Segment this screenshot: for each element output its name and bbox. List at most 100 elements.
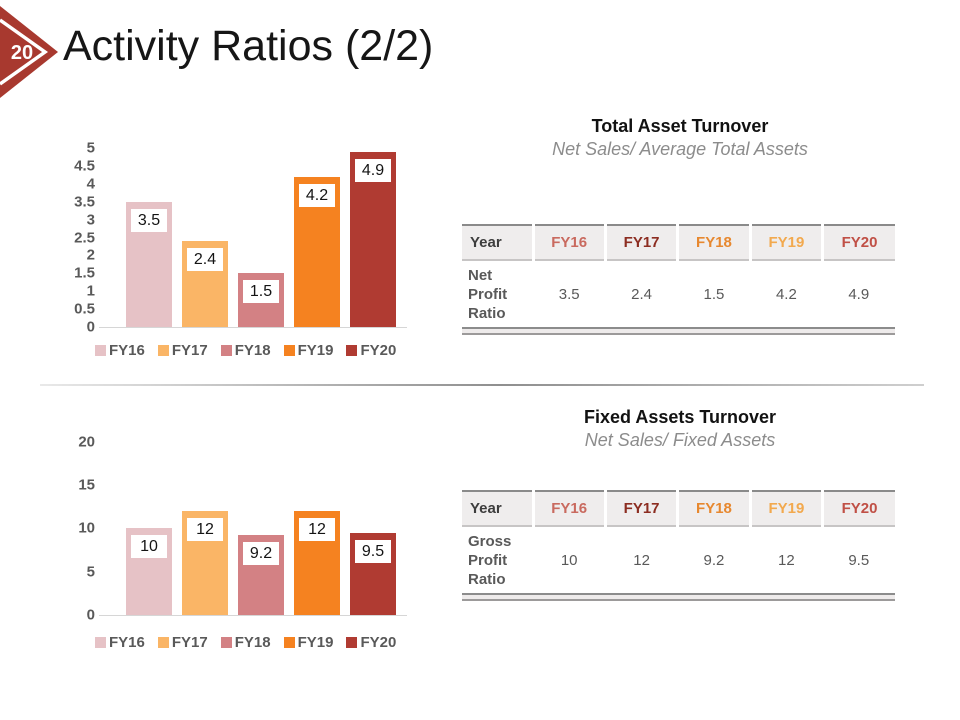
x-axis-line (99, 615, 407, 616)
legend-label: FY16 (109, 342, 145, 359)
table-footer-band (462, 328, 895, 335)
y-axis-tick: 3 (86, 211, 95, 229)
section-title-total-asset-turnover: Total Asset Turnover (591, 116, 769, 136)
legend-item-fy16: FY16 (95, 635, 145, 650)
legend-label: FY17 (171, 634, 208, 651)
legend-label: FY17 (171, 342, 208, 359)
bar-value-label: 9.5 (355, 539, 391, 563)
y-axis-tick: 3.5 (74, 193, 95, 211)
y-axis-tick: 5 (86, 139, 95, 157)
cell-fy17: 2.4 (605, 260, 678, 329)
legend-swatch-fy16 (95, 637, 106, 648)
table-header-fy20: FY20 (822, 225, 895, 261)
section-divider (40, 384, 924, 386)
y-axis-tick: 0 (86, 318, 95, 336)
table-header-fy16: FY16 (533, 225, 607, 261)
x-axis-line (99, 327, 407, 328)
legend-item-fy18: FY18 (220, 342, 271, 359)
y-axis-tick: 5 (86, 563, 95, 581)
table-header-fy18: FY18 (677, 225, 752, 261)
slide-number: 20 (11, 42, 33, 64)
y-axis-tick: 1 (86, 282, 95, 300)
chart-legend: FY16 FY17 FY18 FY19 FY20 (95, 635, 396, 650)
bar-value-label: 12 (299, 518, 335, 542)
legend-item-fy20: FY20 (346, 635, 396, 650)
legend-label: FY16 (109, 634, 145, 651)
legend-item-fy17: FY17 (157, 634, 208, 651)
y-axis-tick: 4.5 (74, 157, 95, 175)
total-asset-turnover-chart: 5 4.5 4 3.5 3 2.5 2 1.5 1 0.5 0 3.5 2.4 1.5 4.2 4.9 FY16… (55, 138, 430, 378)
slide-number-badge: 20 (0, 6, 58, 98)
legend-item-fy20: FY20 (346, 343, 396, 358)
legend-label: FY18 (234, 634, 271, 651)
legend-item-fy19: FY19 (283, 342, 334, 359)
legend-swatch-fy19 (283, 345, 295, 356)
chart-legend: FY16 FY17 FY18 FY19 FY20 (95, 343, 396, 358)
table-header-fy19: FY19 (750, 491, 825, 527)
table-footer-band (462, 594, 895, 601)
net-profit-ratio-table: Year FY16 FY17 FY18 FY19 FY20 Net Profit… (462, 224, 895, 335)
legend-label: FY19 (297, 342, 334, 359)
table-header-year: Year (462, 491, 535, 527)
page-title: Activity Ratios (2/2) (63, 22, 434, 70)
cell-fy17: 12 (605, 526, 678, 595)
table-row: Gross Profit Ratio 10 12 9.2 12 9.5 (462, 526, 895, 595)
bar-value-label: 4.2 (299, 183, 335, 207)
section-subtitle-fixed-assets-turnover: Net Sales/ Fixed Assets (584, 430, 776, 450)
legend-item-fy19: FY19 (283, 634, 334, 651)
legend-label: FY18 (234, 342, 271, 359)
table-header-row: Year FY16 FY17 FY18 FY19 FY20 (462, 225, 895, 261)
arrow-chevron-line (0, 18, 49, 86)
fixed-assets-turnover-chart: 20 15 10 5 0 10 12 9.2 12 9.5 FY16 FY17 FY18 FY19 FY20 (55, 425, 430, 665)
cell-fy18: 1.5 (677, 260, 751, 329)
legend-label: FY20 (360, 342, 397, 359)
cell-fy20: 9.5 (822, 526, 895, 595)
legend-swatch-fy20 (346, 637, 358, 648)
y-axis-tick: 0.5 (74, 300, 95, 318)
legend-swatch-fy17 (157, 637, 169, 648)
legend-item-fy18: FY18 (220, 634, 271, 651)
table-header-fy19: FY19 (750, 225, 825, 261)
row-label: Net Profit Ratio (462, 260, 533, 329)
table-header-fy18: FY18 (677, 491, 752, 527)
legend-swatch-fy19 (283, 637, 295, 648)
y-axis-tick: 10 (78, 519, 95, 537)
legend-swatch-fy16 (95, 345, 106, 356)
legend-label: FY19 (297, 634, 334, 651)
y-axis-tick: 0 (86, 606, 95, 624)
bar-value-label: 10 (131, 535, 167, 559)
cell-fy20: 4.9 (822, 260, 895, 329)
legend-swatch-fy17 (157, 345, 169, 356)
row-label: Gross Profit Ratio (462, 526, 533, 595)
table-header-fy17: FY17 (605, 225, 680, 261)
section-subtitle-total-asset-turnover: Net Sales/ Average Total Assets (552, 139, 808, 159)
table-header-year: Year (462, 225, 535, 261)
cell-fy16: 3.5 (533, 260, 606, 329)
cell-fy18: 9.2 (677, 526, 751, 595)
bar-value-label: 9.2 (243, 542, 279, 566)
cell-fy19: 12 (750, 526, 823, 595)
table-header-row: Year FY16 FY17 FY18 FY19 FY20 (462, 491, 895, 527)
cell-fy16: 10 (533, 526, 606, 595)
section-title-fixed-assets-turnover: Fixed Assets Turnover (583, 407, 777, 427)
table-row: Net Profit Ratio 3.5 2.4 1.5 4.2 4.9 (462, 260, 895, 329)
bar-value-label: 3.5 (131, 208, 167, 232)
cell-fy19: 4.2 (750, 260, 823, 329)
y-axis-tick: 20 (78, 433, 95, 451)
legend-label: FY20 (360, 634, 397, 651)
bar-value-label: 4.9 (355, 158, 391, 182)
legend-item-fy17: FY17 (157, 342, 208, 359)
y-axis-tick: 4 (86, 175, 95, 193)
legend-swatch-fy18 (220, 637, 232, 648)
table-header-fy17: FY17 (605, 491, 680, 527)
table-header-fy16: FY16 (533, 491, 607, 527)
bar-value-label: 2.4 (187, 248, 223, 272)
y-axis-tick: 1.5 (74, 264, 95, 282)
y-axis-tick: 2 (86, 246, 95, 264)
y-axis-tick: 15 (78, 476, 95, 494)
bar-value-label: 1.5 (243, 280, 279, 304)
bar-value-label: 12 (187, 518, 223, 542)
legend-swatch-fy18 (220, 345, 232, 356)
gross-profit-ratio-table: Year FY16 FY17 FY18 FY19 FY20 Gross Prof… (462, 490, 895, 601)
